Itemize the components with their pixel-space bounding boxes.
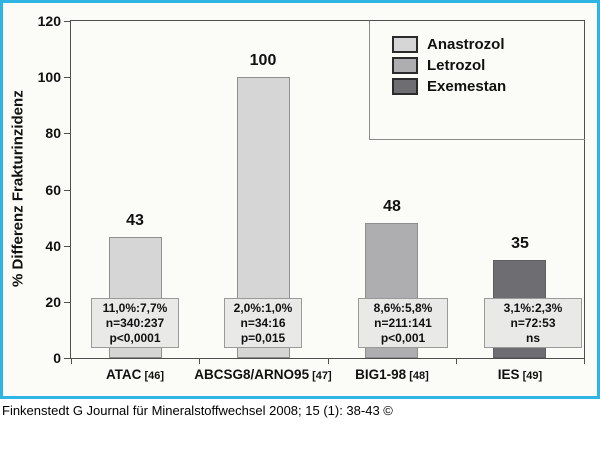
y-axis-tick-label: 120 [37, 13, 61, 29]
stat-box: 3,1%:2,3% n=72:53 ns [484, 298, 582, 348]
y-axis-tick-label: 60 [45, 181, 61, 198]
y-axis-tick-mark [64, 189, 70, 191]
legend-item-label: Anastrozol [427, 36, 505, 53]
x-axis-label-text: BIG1-98 [355, 367, 407, 382]
stat-line: n=211:141 [374, 315, 432, 330]
stat-line: 2,0%:1,0% [233, 300, 293, 315]
legend-item-label: Letrozol [427, 57, 486, 74]
legend-rows: Anastrozol Letrozol Exemestan [370, 21, 585, 95]
x-axis-tick-mark [456, 359, 457, 364]
stat-line: n=34:16 [240, 315, 286, 330]
stat-line: n=72:53 [510, 315, 556, 330]
x-axis-label-ref: [49] [519, 370, 543, 382]
plot-area [70, 20, 585, 359]
legend-item-label: Exemestan [427, 78, 507, 95]
x-axis-label-text: IES [497, 367, 520, 382]
legend-item-exemestan: Exemestan [392, 78, 585, 95]
y-axis-tick-label: 40 [45, 237, 61, 254]
stat-line: n=340:237 [105, 315, 165, 330]
stat-line: 11,0%:7,7% [102, 300, 168, 315]
legend-swatch [392, 36, 418, 53]
x-axis-label-ref: [48] [406, 370, 429, 382]
legend-item-letrozol: Letrozol [392, 57, 585, 74]
y-axis-tick-mark [64, 133, 70, 135]
y-axis-tick-label: 20 [45, 293, 61, 310]
stat-line: ns [525, 330, 540, 345]
legend: Anastrozol Letrozol Exemestan [369, 21, 585, 140]
x-axis-tick-mark [328, 359, 329, 364]
chart-frame: % Differenz Frakturinzidenz Anastrozol Le… [0, 0, 600, 399]
citation-caption: Finkenstedt G Journal für Mineralstoffwe… [2, 403, 393, 418]
x-axis-tick-mark [584, 359, 585, 364]
x-axis-tick-mark [71, 359, 72, 364]
stat-box: 8,6%:5,8% n=211:141 p<0,001 [358, 298, 448, 348]
y-axis-tick-mark [64, 245, 70, 247]
x-axis-label-text: ABCSG8/ARNO95 [194, 367, 310, 382]
y-axis-tick-mark [64, 21, 70, 22]
stat-line: 8,6%:5,8% [373, 300, 433, 315]
bar-value-label: 100 [249, 52, 277, 69]
legend-swatch [392, 78, 418, 95]
x-axis-label: BIG1-98 [48] [312, 366, 472, 384]
stat-line: p<0,001 [380, 330, 426, 345]
x-axis-tick-mark [199, 359, 200, 364]
x-axis-label-ref: [47] [309, 370, 332, 382]
bar-value-label: 48 [383, 198, 401, 215]
x-axis-label: ATAC [46] [55, 366, 215, 384]
y-axis-tick-mark [64, 358, 70, 359]
stat-line: p=0,015 [240, 330, 286, 345]
x-axis-label-ref: [46] [141, 370, 165, 382]
y-axis-tick-mark [64, 77, 70, 79]
y-axis-tick-label: 80 [45, 125, 61, 142]
x-axis-label-text: ATAC [105, 367, 142, 382]
stat-box: 2,0%:1,0% n=34:16 p=0,015 [224, 298, 302, 348]
y-axis-tick-mark [64, 301, 70, 303]
stat-line: p<0,0001 [109, 330, 161, 345]
stat-line: 3,1%:2,3% [503, 300, 563, 315]
x-axis-label: IES [49] [440, 366, 600, 384]
stat-box: 11,0%:7,7% n=340:237 p<0,0001 [91, 298, 179, 348]
bar-value-label: 43 [126, 212, 144, 229]
x-axis-label: ABCSG8/ARNO95 [47] [183, 366, 343, 384]
y-axis-tick-label: 0 [53, 350, 61, 366]
bar-value-label: 35 [511, 235, 529, 252]
legend-item-anastrozol: Anastrozol [392, 36, 585, 53]
y-axis-tick-label: 100 [37, 69, 61, 86]
legend-swatch [392, 57, 418, 74]
